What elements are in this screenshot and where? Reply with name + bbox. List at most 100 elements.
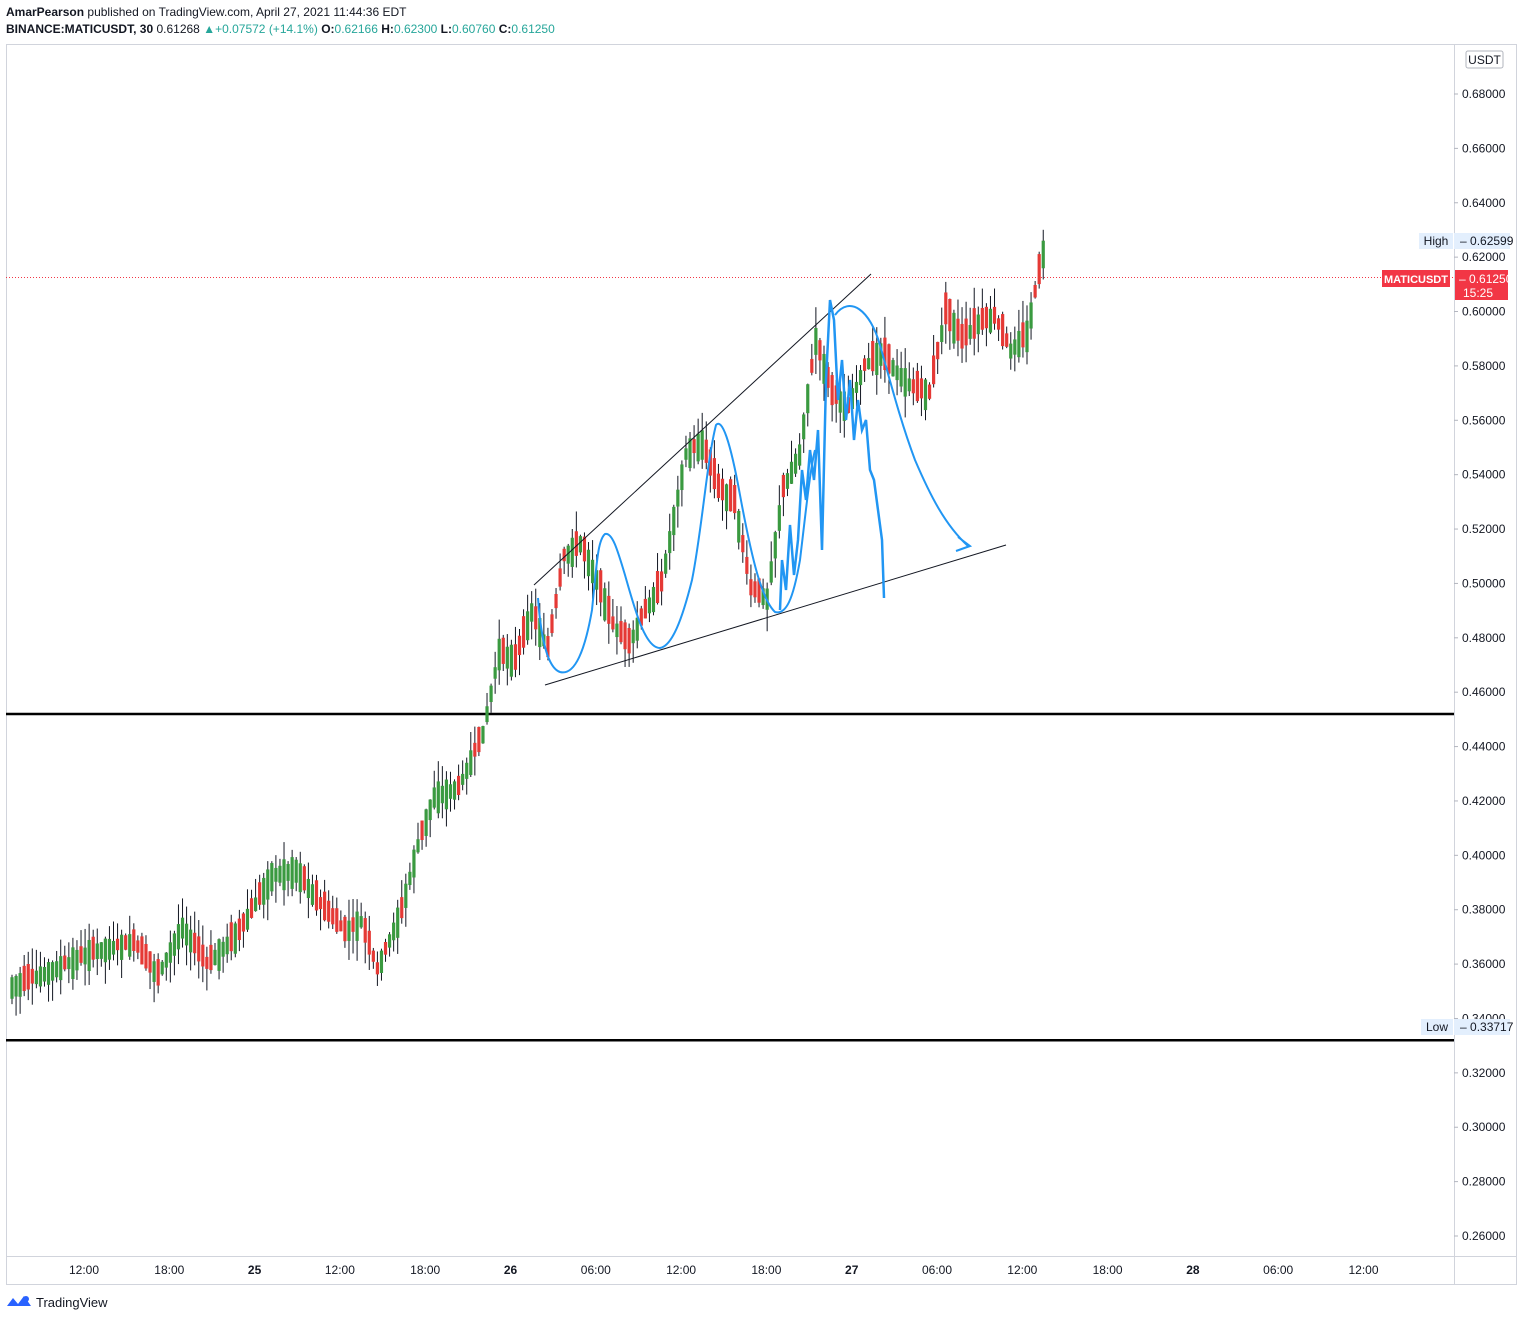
candle-up xyxy=(160,961,164,975)
candle-down xyxy=(956,318,960,341)
price-axis[interactable]: 0.68000 0.66000 0.64000 0.62000 0.60000 0.580… xyxy=(1454,87,1506,1243)
published-text: published on TradingView.com, April 27, … xyxy=(87,5,407,19)
candle-down xyxy=(749,579,753,596)
freehand-scribble[interactable] xyxy=(778,299,886,611)
high-value: 0.62300 xyxy=(393,22,438,36)
candle-down xyxy=(574,531,578,556)
candle-down xyxy=(623,622,627,650)
current-price-value: – 0.61250 xyxy=(1459,272,1513,286)
candle-up xyxy=(444,779,449,810)
symbol-price-tag xyxy=(1382,270,1450,287)
candle-down xyxy=(944,292,948,325)
candle-up xyxy=(566,545,570,564)
candle-down xyxy=(980,307,984,330)
projection-drawing-right[interactable] xyxy=(834,305,969,547)
candle-down xyxy=(1037,254,1041,285)
wedge-lower-trendline[interactable] xyxy=(544,544,1007,686)
candle-up xyxy=(676,489,680,507)
candle-down xyxy=(992,306,997,324)
candle-up xyxy=(798,444,802,466)
time-tick-label: 12:00 xyxy=(666,1263,696,1277)
candle-up xyxy=(310,884,315,905)
candle-down xyxy=(883,337,887,371)
time-tick-label: 27 xyxy=(845,1263,859,1277)
candle-down xyxy=(826,366,830,388)
candle-up xyxy=(266,869,270,900)
candle-down xyxy=(91,936,95,960)
candle-up xyxy=(952,312,956,344)
footer-brand[interactable]: TradingView xyxy=(6,1294,108,1310)
candle-up xyxy=(262,877,266,905)
candle-down xyxy=(716,473,721,499)
time-tick-label: 12:00 xyxy=(325,1263,355,1277)
price-tick-label: 0.38000 xyxy=(1462,903,1506,917)
wedge-upper-trendline[interactable] xyxy=(533,273,872,586)
candle-down xyxy=(534,606,538,630)
candle-down xyxy=(932,355,936,385)
candle-up xyxy=(298,863,302,893)
candle-up xyxy=(245,908,250,930)
candle-up xyxy=(806,384,810,414)
candle-down xyxy=(339,920,343,932)
candle-up xyxy=(67,957,71,970)
candle-up xyxy=(802,414,806,440)
currency-box[interactable] xyxy=(1465,50,1504,69)
current-price-tag xyxy=(1455,270,1508,300)
author-name[interactable]: AmarPearson xyxy=(6,5,85,19)
time-tick-label: 12:00 xyxy=(1348,1263,1378,1277)
time-axis[interactable]: 12:00 18:00 25 12:00 18:00 26 06:00 12:00 18:00 2… xyxy=(69,1263,1379,1277)
low-label-box xyxy=(1421,1019,1453,1035)
candle-up xyxy=(168,942,172,963)
projection-drawing-left[interactable] xyxy=(537,422,816,674)
candle-down xyxy=(302,866,306,891)
candle-down xyxy=(193,932,197,954)
symbol-interval: BINANCE:MATICUSDT, 30 xyxy=(6,22,154,36)
candle-up xyxy=(769,561,773,583)
candle-up xyxy=(647,597,652,614)
candle-up xyxy=(631,629,635,644)
candle-down xyxy=(830,375,834,406)
candle-up xyxy=(538,618,542,648)
time-tick-label: 12:00 xyxy=(1007,1263,1037,1277)
high-label: High xyxy=(1424,234,1449,248)
candle-up xyxy=(436,781,440,814)
price-tick-label: 0.68000 xyxy=(1462,87,1506,101)
candle-up xyxy=(51,962,55,981)
candle-down xyxy=(201,944,205,967)
candle-up xyxy=(396,907,400,938)
candle-up xyxy=(867,358,871,370)
tradingview-logo-icon xyxy=(7,1296,31,1306)
candle-down xyxy=(371,950,375,962)
candle-down xyxy=(960,323,964,349)
candle-up xyxy=(635,617,639,641)
low-value: 0.60760 xyxy=(452,22,496,36)
candle-up xyxy=(416,839,420,853)
candle-up xyxy=(184,923,189,946)
open-label: O: xyxy=(321,22,335,36)
candle-up xyxy=(595,570,599,590)
low-label: L: xyxy=(440,22,452,36)
candle-up xyxy=(1013,339,1017,355)
candle-down xyxy=(144,943,148,969)
candle-down xyxy=(63,955,67,970)
candle-down xyxy=(733,484,737,514)
candle-down xyxy=(607,595,611,624)
candle-up xyxy=(586,549,591,577)
change-arrow-icon: ▲ xyxy=(203,22,216,36)
close-value: 0.61250 xyxy=(511,22,555,36)
candle-up xyxy=(14,976,18,997)
time-tick-label: 12:00 xyxy=(69,1263,99,1277)
open-value: 0.62166 xyxy=(334,22,378,36)
candle-down xyxy=(30,968,34,984)
candle-down xyxy=(148,951,152,973)
candle-down xyxy=(948,298,952,332)
candle-up xyxy=(789,461,794,484)
candle-down xyxy=(753,581,757,598)
change-value: +0.07572 (+14.1%) xyxy=(215,22,318,36)
candle-up xyxy=(107,938,112,960)
candle-up xyxy=(432,787,436,808)
candle-up xyxy=(440,785,444,804)
candle-up xyxy=(615,623,619,638)
candle-down xyxy=(343,916,347,942)
